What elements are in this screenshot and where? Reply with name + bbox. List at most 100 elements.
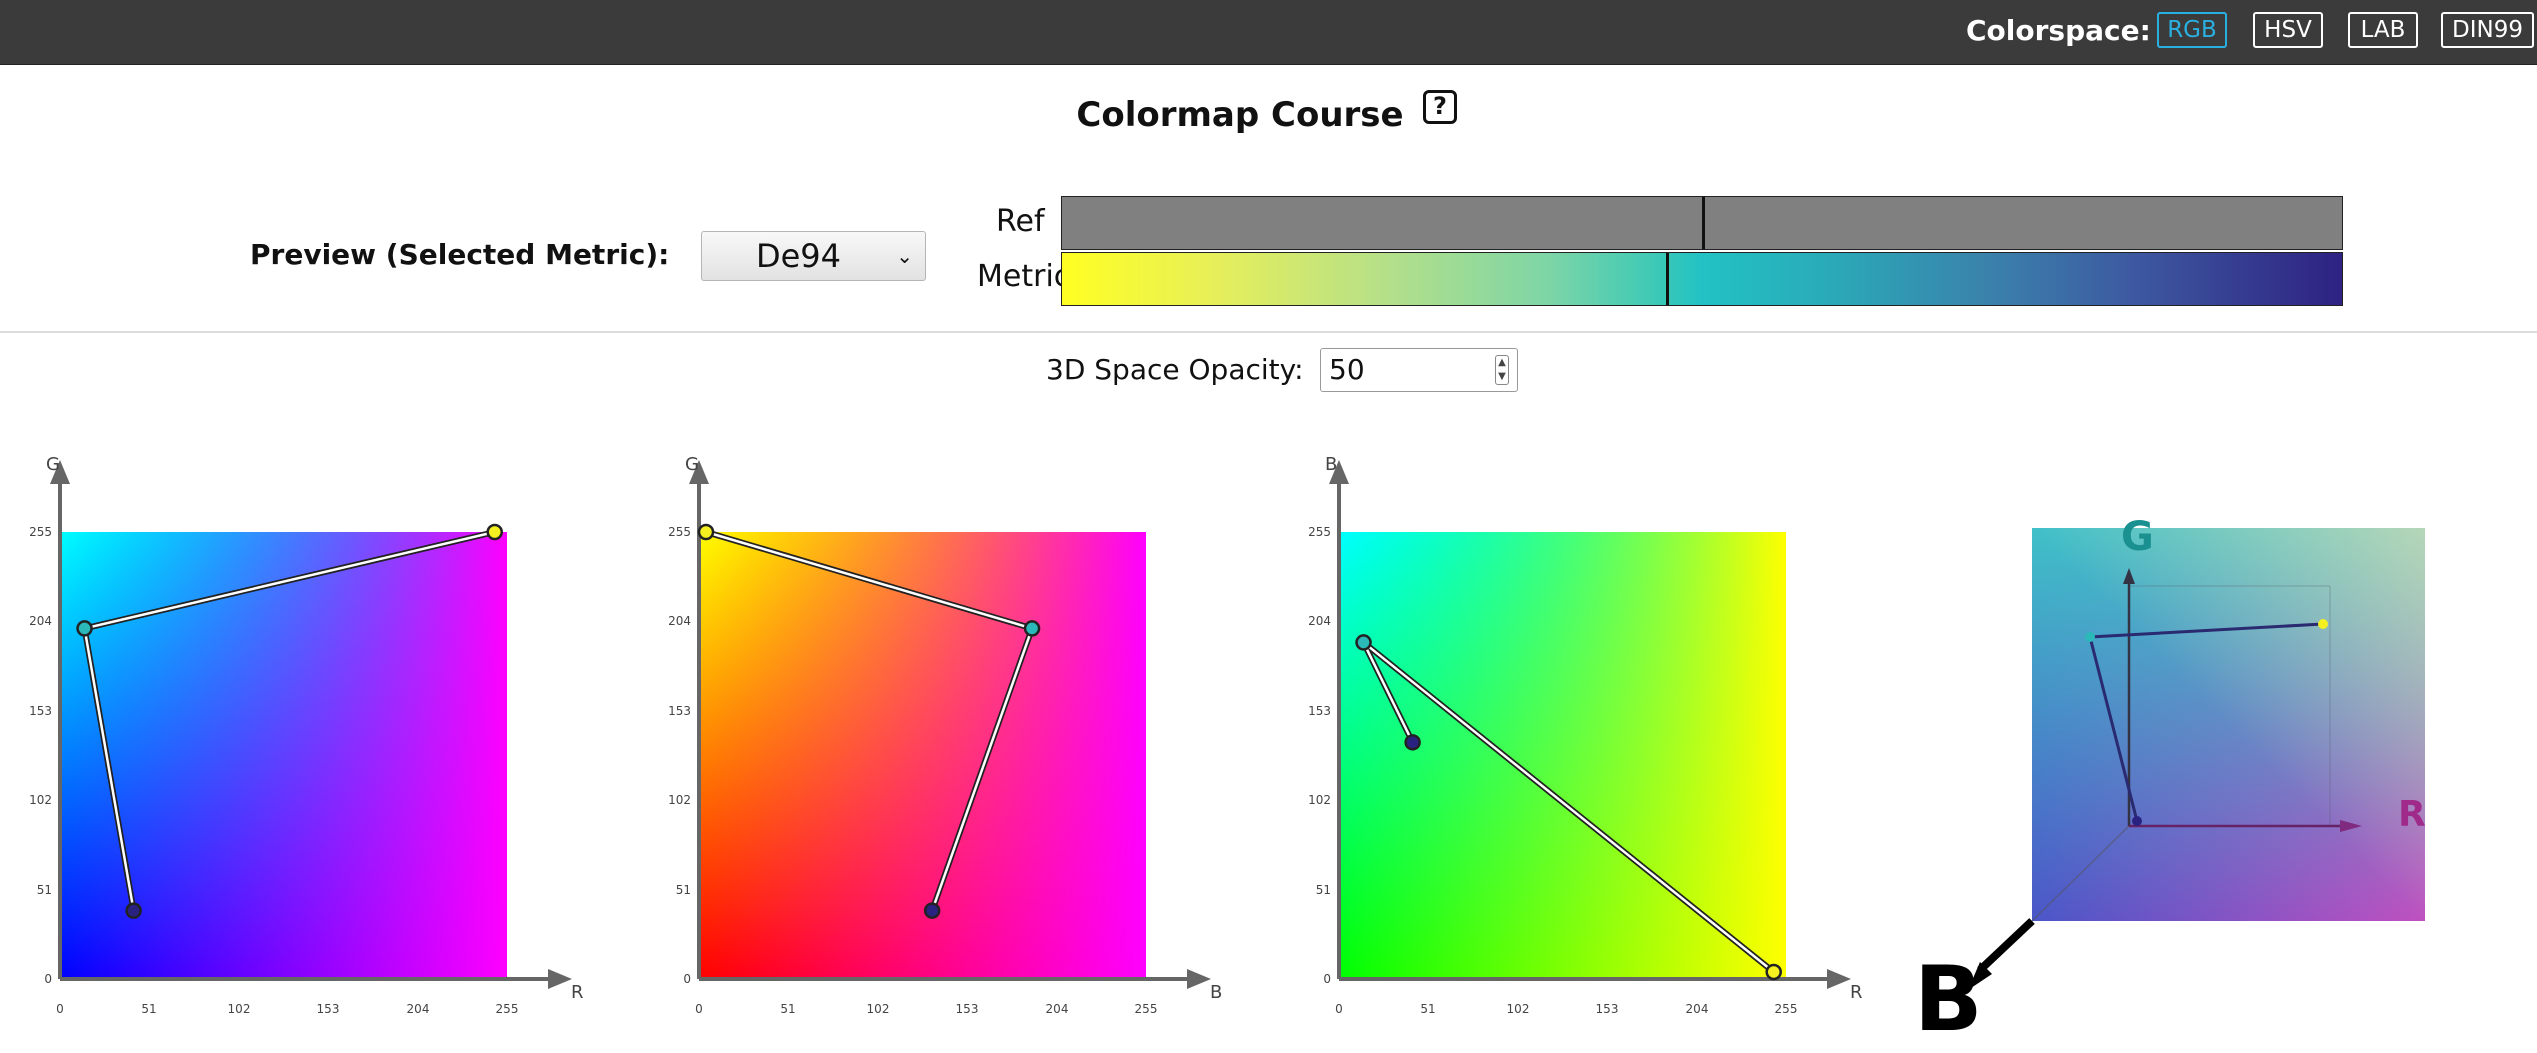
plot-bg-svg: G B 0 51 102 153 204 255 0 51 102 153 20… xyxy=(668,454,1222,1016)
colormap-path[interactable] xyxy=(697,523,1041,919)
y-tick: 255 xyxy=(668,525,691,539)
colorspace-rgb-button[interactable]: RGB xyxy=(2157,12,2227,48)
plot-bg: G B 0 51 102 153 204 255 0 51 102 153 20… xyxy=(659,440,1259,1020)
x-tick: 0 xyxy=(56,1002,64,1016)
x-tick: 51 xyxy=(141,1002,156,1016)
x-tick: 51 xyxy=(780,1002,795,1016)
y-axis-arrow-icon xyxy=(689,460,709,484)
colormap-path[interactable] xyxy=(1355,634,1782,981)
control-point[interactable] xyxy=(1355,634,1372,651)
control-point[interactable] xyxy=(923,902,941,919)
x-tick: 204 xyxy=(1046,1002,1069,1016)
x-axis-label: R xyxy=(571,982,584,1003)
y-tick: 0 xyxy=(1323,972,1331,986)
ref-label: Ref xyxy=(996,204,1045,239)
metric-select[interactable]: De94 ⌄ xyxy=(701,231,926,281)
x-tick: 153 xyxy=(956,1002,979,1016)
y-axis-label: G xyxy=(46,454,60,475)
rgb-cube-3d-view[interactable]: G R B xyxy=(1900,500,2460,1052)
b-axis-arrow-icon xyxy=(1968,962,1992,990)
x-axis-arrow-icon xyxy=(548,969,572,989)
colorspace-label: Colorspace: xyxy=(1966,14,2151,47)
metric-select-value: De94 xyxy=(755,237,842,275)
cube-g-label: G xyxy=(2121,514,2154,560)
colorspace-hsv-button[interactable]: HSV xyxy=(2253,12,2323,48)
y-tick: 153 xyxy=(668,704,691,718)
y-tick: 204 xyxy=(668,614,691,628)
control-point[interactable] xyxy=(76,620,93,637)
spinner-arrows-icon[interactable]: ▲ ▼ xyxy=(1495,355,1509,385)
opacity-label: 3D Space Opacity: xyxy=(1046,353,1304,386)
cube-control-point[interactable] xyxy=(2085,632,2095,642)
cube-control-point[interactable] xyxy=(2132,816,2142,826)
plot-rb-svg: B R 0 51 102 153 204 255 0 51 102 153 20… xyxy=(1308,454,1863,1016)
help-button[interactable]: ? xyxy=(1423,90,1457,124)
control-point[interactable] xyxy=(1023,620,1041,637)
opacity-input[interactable]: 50 ▲ ▼ xyxy=(1320,348,1518,392)
colorspace-lab-button[interactable]: LAB xyxy=(2348,12,2418,48)
ref-colorbar[interactable] xyxy=(1061,196,2343,250)
y-tick: 153 xyxy=(1308,704,1331,718)
cube-face-highlight xyxy=(2032,528,2425,921)
y-tick-labels: 0 51 102 153 204 255 xyxy=(1308,525,1331,986)
plot-rg: G R 0 51 102 153 204 255 0 51 102 153 20… xyxy=(20,440,620,1020)
cube-edge xyxy=(2031,825,2130,922)
y-tick: 102 xyxy=(29,793,52,807)
y-tick: 0 xyxy=(44,972,52,986)
y-tick: 255 xyxy=(29,525,52,539)
chevron-down-icon: ⌄ xyxy=(896,244,913,268)
control-point[interactable] xyxy=(1404,734,1421,751)
x-tick: 255 xyxy=(1775,1002,1798,1016)
preview-label: Preview (Selected Metric): xyxy=(250,238,670,271)
r-axis-arrow-icon xyxy=(2340,820,2362,832)
y-tick: 204 xyxy=(1308,614,1331,628)
x-tick: 0 xyxy=(1335,1002,1343,1016)
ref-marker[interactable] xyxy=(1702,197,1705,249)
top-toolbar: Colorspace: RGB HSV LAB DIN99 xyxy=(0,0,2537,65)
plot-rg-svg: G R 0 51 102 153 204 255 0 51 102 153 20… xyxy=(29,454,584,1016)
x-tick: 102 xyxy=(228,1002,251,1016)
colormap-path[interactable] xyxy=(76,523,503,919)
b-axis-3d xyxy=(1977,918,2035,973)
colorspace-din99-button[interactable]: DIN99 xyxy=(2441,12,2534,48)
control-point[interactable] xyxy=(1765,963,1782,981)
y-tick: 51 xyxy=(37,883,52,897)
y-tick-labels: 0 51 102 153 204 255 xyxy=(668,525,691,986)
plot-rb: B R 0 51 102 153 204 255 0 51 102 153 20… xyxy=(1299,440,1899,1020)
x-axis-label: B xyxy=(1210,982,1222,1003)
rgb-cube-svg: G R B xyxy=(1914,514,2426,1052)
y-axis-label: G xyxy=(685,454,699,475)
x-tick: 153 xyxy=(1596,1002,1619,1016)
x-tick: 153 xyxy=(317,1002,340,1016)
x-tick-labels: 0 51 102 153 204 255 xyxy=(695,1002,1157,1016)
section-divider xyxy=(0,331,2537,333)
plot-area-overlay xyxy=(699,532,1146,979)
cube-b-label: B xyxy=(1914,947,1983,1052)
x-axis-arrow-icon xyxy=(1827,969,1851,989)
cube-control-point[interactable] xyxy=(2318,619,2328,629)
cube-r-label: R xyxy=(2398,794,2426,835)
x-tick-labels: 0 51 102 153 204 255 xyxy=(56,1002,518,1016)
control-point[interactable] xyxy=(697,523,715,541)
x-tick-labels: 0 51 102 153 204 255 xyxy=(1335,1002,1797,1016)
opacity-value: 50 xyxy=(1329,353,1365,386)
control-point[interactable] xyxy=(125,902,142,919)
x-tick: 204 xyxy=(407,1002,430,1016)
y-tick: 153 xyxy=(29,704,52,718)
y-tick: 102 xyxy=(1308,793,1331,807)
x-tick: 51 xyxy=(1420,1002,1435,1016)
y-tick: 51 xyxy=(676,883,691,897)
y-axis-label: B xyxy=(1325,454,1337,475)
y-axis-arrow-icon xyxy=(50,460,70,484)
plot-area-overlay xyxy=(1339,532,1786,979)
metric-marker[interactable] xyxy=(1666,253,1669,305)
y-tick: 51 xyxy=(1316,883,1331,897)
control-point[interactable] xyxy=(486,523,503,541)
y-tick: 204 xyxy=(29,614,52,628)
x-tick: 102 xyxy=(867,1002,890,1016)
metric-colorbar[interactable] xyxy=(1061,252,2343,306)
x-axis-arrow-icon xyxy=(1187,969,1211,989)
metric-label: Metric xyxy=(977,259,1071,294)
x-axis-label: R xyxy=(1850,982,1863,1003)
page-title: Colormap Course xyxy=(1076,95,1404,135)
